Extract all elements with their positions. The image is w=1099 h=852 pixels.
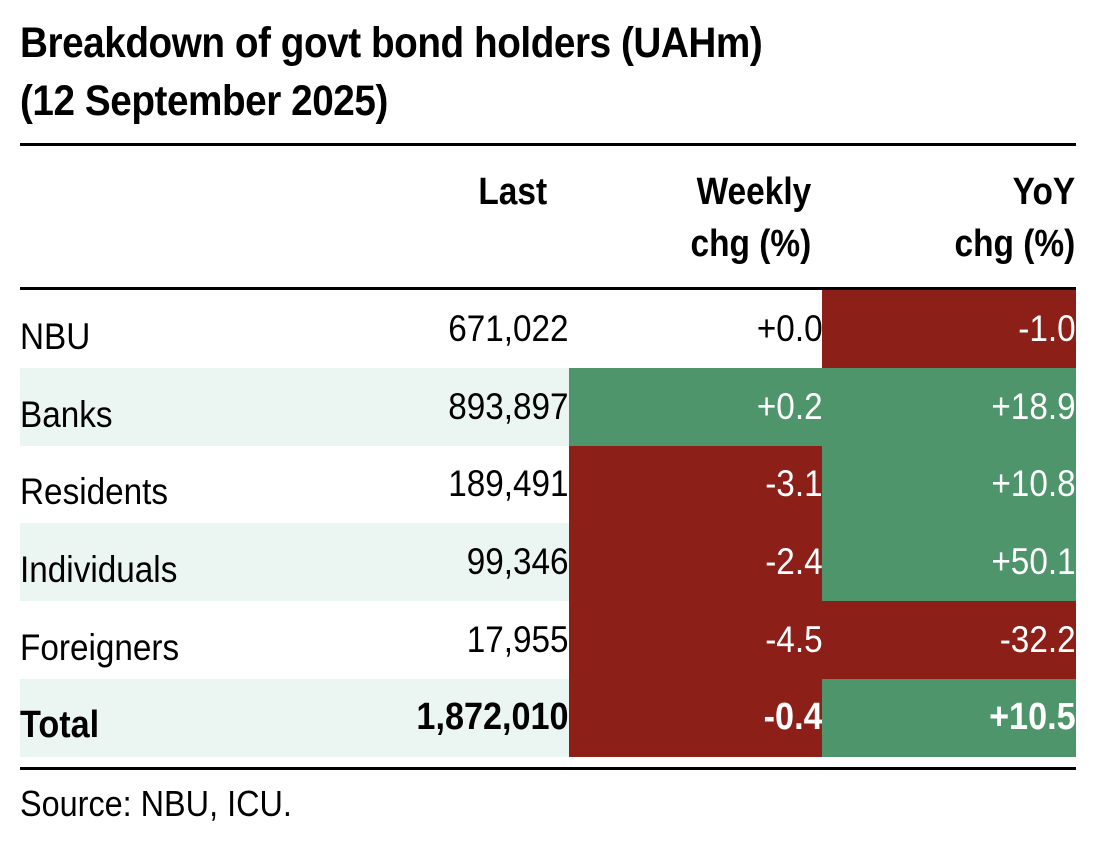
last-value-cell: 893,897 — [342, 367, 569, 446]
weekly-chg-cell: -3.1 — [568, 445, 823, 524]
weekly-chg-cell: -0.4 — [568, 678, 823, 757]
row-label-text: NBU — [20, 315, 91, 357]
weekly-chg-cell-text: -0.4 — [763, 696, 823, 739]
yoy-chg-cell: +10.8 — [822, 445, 1076, 524]
column-header-yoy-line-2: chg (%) — [954, 223, 1075, 265]
weekly-chg-cell-text: +0.2 — [756, 385, 823, 427]
yoy-chg-cell-text: -32.2 — [1000, 619, 1076, 661]
last-value-cell: 1,872,010 — [342, 678, 569, 757]
chart-title-line-1: Breakdown of govt bond holders (UAHm) — [20, 19, 763, 67]
chart-title: Breakdown of govt bond holders (UAHm) (1… — [20, 14, 974, 130]
table-row: Residents 189,491 -3.1 +10.8 — [20, 445, 1076, 524]
last-value-cell-text: 893,897 — [448, 385, 569, 427]
weekly-chg-cell-text: -4.5 — [764, 619, 823, 661]
table-row: Foreigners 17,955 -4.5 -32.2 — [20, 601, 1076, 679]
header-rule — [20, 287, 1076, 290]
last-value-cell-text: 671,022 — [448, 307, 569, 349]
column-header-weekly-line-2: chg (%) — [690, 223, 811, 265]
weekly-chg-cell: +0.0 — [569, 290, 823, 368]
row-label: Total — [20, 678, 343, 757]
row-label: Residents — [20, 446, 342, 524]
row-label-text: Total — [20, 704, 100, 747]
column-header-yoy: YoY chg (%) — [954, 166, 1075, 270]
row-label: NBU — [20, 290, 342, 368]
yoy-chg-cell-text: +50.1 — [991, 541, 1076, 583]
data-table: NBU 671,022 +0.0 -1.0 Banks 893,897 +0.2 +18.9 R… — [20, 290, 1076, 757]
table-row: NBU 671,022 +0.0 -1.0 — [20, 290, 1076, 368]
yoy-chg-cell-text: +10.5 — [989, 696, 1076, 739]
column-header-last-line-1: Last — [478, 171, 547, 213]
last-value-cell: 17,955 — [342, 601, 569, 679]
yoy-chg-cell: +18.9 — [822, 367, 1076, 446]
weekly-chg-cell-text: +0.0 — [756, 307, 823, 349]
yoy-chg-cell-text: -1.0 — [1018, 307, 1076, 349]
table-row: Total 1,872,010 -0.4 +10.5 — [20, 678, 1076, 757]
last-value-cell: 99,346 — [342, 523, 569, 602]
column-header-weekly-line-1: Weekly — [696, 171, 811, 213]
column-header-yoy-line-1: YoY — [1012, 171, 1075, 213]
column-header-weekly: Weekly chg (%) — [690, 166, 811, 270]
row-label: Banks — [20, 367, 343, 446]
weekly-chg-cell: -4.5 — [568, 601, 823, 679]
last-value-cell: 671,022 — [342, 290, 569, 368]
yoy-chg-cell: +50.1 — [822, 523, 1076, 602]
source-note: Source: NBU, ICU. — [20, 783, 292, 824]
top-rule — [20, 143, 1076, 146]
yoy-chg-cell-text: +18.9 — [991, 385, 1076, 427]
last-value-cell-text: 189,491 — [448, 463, 569, 505]
row-label-text: Banks — [20, 393, 113, 435]
chart-title-line-2: (12 September 2025) — [20, 77, 388, 125]
column-header-last: Last — [478, 166, 547, 218]
row-label-text: Foreigners — [20, 627, 180, 669]
table-body: NBU 671,022 +0.0 -1.0 Banks 893,897 +0.2 +18.9 R… — [20, 290, 1076, 757]
last-value-cell-text: 1,872,010 — [416, 696, 569, 739]
last-value-cell: 189,491 — [342, 446, 569, 524]
yoy-chg-cell: -1.0 — [822, 290, 1076, 368]
last-value-cell-text: 99,346 — [466, 541, 569, 583]
row-label-text: Residents — [20, 471, 169, 513]
row-label: Foreigners — [20, 601, 342, 679]
yoy-chg-cell-text: +10.8 — [991, 463, 1076, 505]
weekly-chg-cell: +0.2 — [568, 367, 823, 446]
weekly-chg-cell-text: -3.1 — [764, 463, 823, 505]
row-label-text: Individuals — [20, 549, 178, 591]
weekly-chg-cell-text: -2.4 — [764, 541, 823, 583]
yoy-chg-cell: -32.2 — [822, 601, 1076, 679]
row-label: Individuals — [20, 523, 343, 602]
weekly-chg-cell: -2.4 — [568, 523, 823, 602]
last-value-cell-text: 17,955 — [466, 619, 569, 661]
table-row: Individuals 99,346 -2.4 +50.1 — [20, 523, 1076, 602]
yoy-chg-cell: +10.5 — [822, 678, 1076, 757]
table-row: Banks 893,897 +0.2 +18.9 — [20, 367, 1076, 446]
bottom-rule — [20, 767, 1076, 770]
